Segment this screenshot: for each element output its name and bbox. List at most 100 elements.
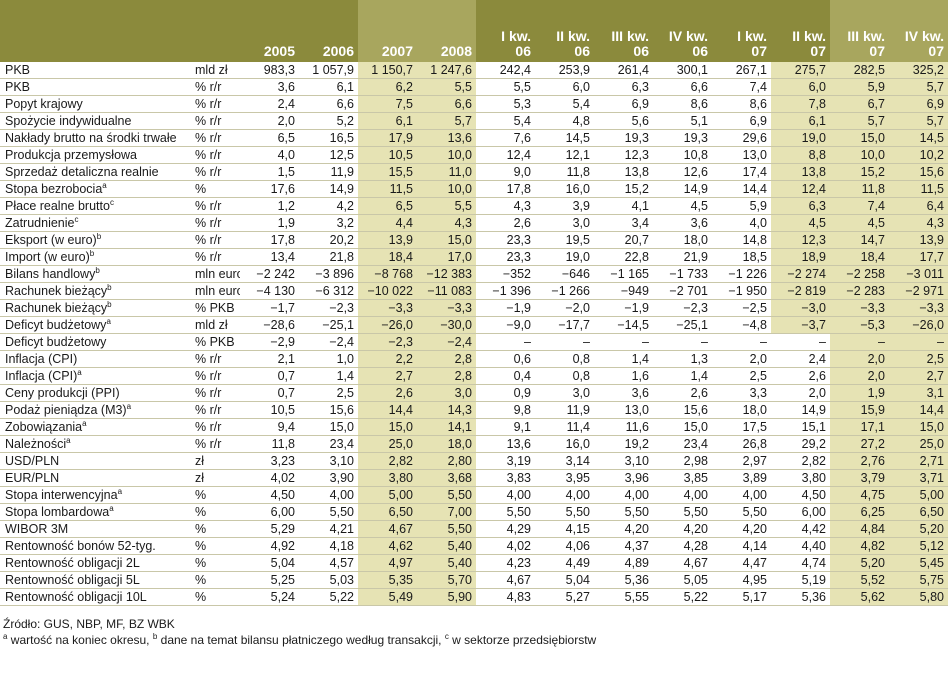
value-cell: 23,3 — [476, 231, 535, 249]
table-row: Podaż pieniądza (M3)a% r/r 10,5 15,6 14,4 14… — [0, 401, 948, 419]
row-label: Stopa bezrobociaa — [0, 180, 193, 198]
value-cell: −1,7 — [240, 299, 299, 317]
unit: % r/r — [193, 384, 240, 402]
unit: % r/r — [193, 163, 240, 181]
value-cell: 5,36 — [771, 588, 830, 606]
value-cell: 3,14 — [535, 452, 594, 470]
row-label: Inflacja (CPI) — [0, 350, 193, 368]
value-cell: −8 768 — [358, 265, 417, 283]
value-cell: 19,3 — [653, 129, 712, 147]
value-cell: 17,6 — [240, 180, 299, 198]
table-row: Płace realne bruttoc% r/r 1,2 4,2 6,5 5,5 4,3… — [0, 197, 948, 215]
value-cell: 5,05 — [653, 571, 712, 589]
label-text: Płace realne brutto — [5, 199, 110, 213]
header-line: 07 — [810, 43, 826, 59]
value-cell: 5,2 — [299, 112, 358, 130]
value-cell: 11,5 — [358, 180, 417, 198]
value-cell: 15,2 — [594, 180, 653, 198]
value-cell: 5,3 — [476, 95, 535, 113]
table-row: PKB% r/r 3,6 6,1 6,2 5,5 5,5 6,0 6,3 6,6 7,4 6,0 5,… — [0, 78, 948, 96]
value-cell: 27,2 — [830, 435, 889, 453]
value-cell: 12,5 — [299, 146, 358, 164]
value-cell: 3,96 — [594, 469, 653, 487]
value-cell: 16,0 — [535, 435, 594, 453]
table-row: Inflacja (CPI)a% r/r 0,7 1,4 2,7 2,8 0,4 0,8 1,… — [0, 367, 948, 385]
value-cell: 5,50 — [417, 486, 476, 504]
footnote-mark: b — [107, 283, 112, 292]
value-cell: 6,3 — [594, 78, 653, 96]
footnote-mark: a — [106, 317, 111, 326]
header-line: 06 — [692, 43, 708, 59]
header-blank — [193, 0, 240, 62]
value-cell: 6,0 — [771, 78, 830, 96]
value-cell: 8,6 — [712, 95, 771, 113]
value-cell: 7,4 — [830, 197, 889, 215]
unit: zł — [193, 469, 240, 487]
column-header: IV kw. 07 — [889, 0, 948, 62]
value-cell: 4,67 — [358, 520, 417, 538]
header-line: 2006 — [322, 43, 354, 59]
value-cell: 15,1 — [771, 418, 830, 436]
value-cell: 11,5 — [889, 180, 948, 198]
data-table: 2005 2006 2007 2008 I kw. 06 II kw. 06 III kw. 06… — [0, 0, 948, 606]
value-cell: 7,4 — [712, 78, 771, 96]
value-cell: 3,0 — [535, 214, 594, 232]
value-cell: 275,7 — [771, 62, 830, 79]
value-cell: 3,80 — [771, 469, 830, 487]
header-line: 07 — [869, 43, 885, 59]
column-header: III kw. 07 — [830, 0, 889, 62]
footnote-text: dane na temat bilansu płatniczego według… — [157, 633, 445, 647]
label-text: Spożycie indywidualne — [5, 114, 132, 128]
unit: % r/r — [193, 112, 240, 130]
value-cell: 4,02 — [476, 537, 535, 555]
value-cell: 18,0 — [712, 401, 771, 419]
value-cell: 13,8 — [594, 163, 653, 181]
unit: zł — [193, 452, 240, 470]
value-cell: −3,3 — [417, 299, 476, 317]
value-cell: 5,4 — [476, 112, 535, 130]
value-cell: −1 733 — [653, 265, 712, 283]
value-cell: −2 258 — [830, 265, 889, 283]
value-cell: 5,7 — [830, 112, 889, 130]
column-header: 2005 — [240, 0, 299, 62]
value-cell: 2,98 — [653, 452, 712, 470]
label-text: Podaż pieniądza (M3) — [5, 403, 127, 417]
unit: mld zł — [193, 316, 240, 334]
value-cell: 11,4 — [535, 418, 594, 436]
value-cell: 2,1 — [240, 350, 299, 368]
value-cell: 253,9 — [535, 62, 594, 79]
value-cell: −1,9 — [476, 299, 535, 317]
row-label: USD/PLN — [0, 452, 193, 470]
value-cell: 4,00 — [535, 486, 594, 504]
value-cell: 5,80 — [889, 588, 948, 606]
value-cell: 0,7 — [240, 367, 299, 385]
label-text: USD/PLN — [5, 454, 60, 468]
value-cell: 5,22 — [299, 588, 358, 606]
value-cell: 3,89 — [712, 469, 771, 487]
value-cell: −1 396 — [476, 282, 535, 300]
value-cell: 13,9 — [889, 231, 948, 249]
value-cell: 11,0 — [417, 163, 476, 181]
label-text: Sprzedaż detaliczna realnie — [5, 165, 159, 179]
value-cell: 6,6 — [653, 78, 712, 96]
footnote-mark: b — [107, 300, 112, 309]
value-cell: −26,0 — [889, 316, 948, 334]
value-cell: 3,80 — [358, 469, 417, 487]
header-line: IV kw. — [668, 28, 708, 44]
table-row: Stopa interwencyjnaa% 4,50 4,00 5,00 5,50 4,0… — [0, 486, 948, 504]
value-cell: 3,6 — [240, 78, 299, 96]
value-cell: 5,27 — [535, 588, 594, 606]
value-cell: 5,20 — [889, 520, 948, 538]
value-cell: 4,67 — [653, 554, 712, 572]
value-cell: 20,7 — [594, 231, 653, 249]
value-cell: – — [830, 333, 889, 351]
value-cell: 12,3 — [594, 146, 653, 164]
value-cell: −2,5 — [712, 299, 771, 317]
value-cell: 2,0 — [830, 367, 889, 385]
value-cell: 17,4 — [712, 163, 771, 181]
value-cell: 3,85 — [653, 469, 712, 487]
footnote-mark: b — [152, 632, 158, 641]
value-cell: 1 057,9 — [299, 62, 358, 79]
value-cell: 6,3 — [771, 197, 830, 215]
